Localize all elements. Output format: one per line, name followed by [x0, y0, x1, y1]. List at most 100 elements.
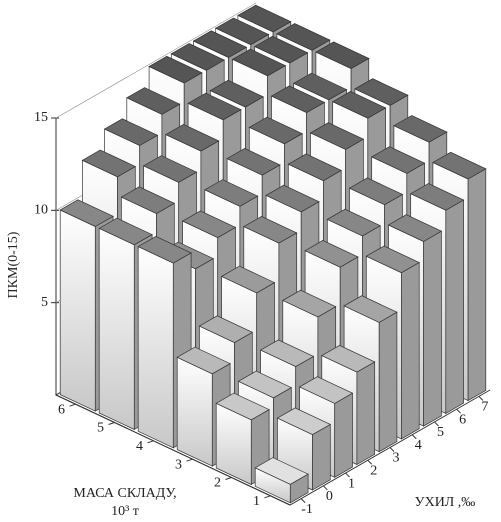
x-tick — [411, 434, 417, 440]
x-tick — [389, 447, 395, 452]
bar-top — [304, 240, 359, 268]
bar-top — [59, 199, 114, 227]
labels: ПКМ(0-15) УХИЛ ,‰ МАСА СКЛАДУ, 10³ т 510… — [6, 110, 491, 519]
bar-top — [365, 245, 420, 274]
x-tick-label: 0 — [326, 489, 333, 504]
bar-top — [343, 295, 398, 323]
x-axis-title: УХИЛ ,‰ — [415, 495, 476, 510]
x-tick — [434, 421, 439, 427]
bar-left-face — [59, 209, 96, 412]
y-tick — [69, 403, 76, 407]
y-tick-label: 1 — [253, 494, 260, 509]
bar-right-face — [378, 311, 398, 453]
z-tick-label: 15 — [34, 110, 48, 125]
bar-right-face — [312, 423, 331, 491]
y-tick-label: 4 — [136, 439, 143, 454]
bar-top — [148, 55, 203, 84]
x-tick — [322, 485, 328, 491]
bar — [254, 457, 309, 504]
y-tick — [186, 458, 193, 462]
x-tick-label: 1 — [348, 476, 355, 491]
bar-top — [231, 48, 287, 77]
x-tick-label: 3 — [393, 451, 400, 466]
x-tick — [300, 498, 306, 503]
y-tick — [108, 422, 115, 425]
bar-top — [315, 41, 370, 69]
bar-top — [276, 23, 331, 51]
bar-top — [181, 210, 237, 238]
bar-top — [142, 155, 198, 183]
bar-top — [276, 407, 332, 435]
x-tick-label: 4 — [415, 438, 422, 453]
bar-right-face — [445, 199, 464, 415]
bar-top — [209, 79, 264, 108]
y-axis-title: МАСА СКЛАДУ, — [73, 486, 176, 501]
bar-top — [187, 92, 242, 121]
bar-top — [237, 370, 293, 399]
x-tick — [345, 472, 350, 478]
bar-top — [237, 4, 292, 33]
bar-top — [331, 91, 387, 119]
bar-top — [192, 30, 248, 58]
bar-top — [409, 183, 465, 211]
bar — [215, 392, 270, 486]
bar-top — [292, 72, 348, 101]
y-tick-label: 3 — [175, 457, 182, 472]
z-tick-label: 5 — [41, 295, 48, 310]
x-tick-label: 6 — [459, 412, 466, 427]
bar-top — [126, 87, 181, 115]
bar-right-face — [401, 261, 420, 440]
z-axis-title: ПКМ(0-15) — [6, 231, 21, 298]
bar-top — [348, 177, 404, 206]
bar-top — [215, 392, 270, 421]
bar-left-face — [176, 356, 213, 467]
bar-right-face — [467, 168, 487, 402]
bar-top — [120, 186, 176, 214]
bar-top — [282, 289, 337, 318]
bar-top — [321, 345, 376, 373]
bar-top — [270, 85, 326, 113]
x-tick-label: 7 — [481, 400, 488, 415]
bar-top — [370, 146, 426, 174]
bar-top — [265, 184, 320, 213]
bar-top — [287, 153, 342, 182]
y-tick-label: 5 — [97, 421, 104, 436]
bar-top — [81, 149, 137, 178]
bar-left-face — [98, 227, 135, 431]
bar-top — [220, 265, 276, 294]
y-tick — [225, 477, 232, 480]
bar-top — [387, 214, 443, 242]
x-tick-label: 2 — [370, 463, 377, 478]
bar-top — [137, 236, 192, 264]
bar-top — [393, 115, 448, 143]
x-tick — [367, 459, 373, 465]
bar-top — [98, 217, 153, 246]
bar-top — [176, 346, 231, 375]
x-tick-label: -1 — [301, 502, 313, 517]
bar-top — [226, 148, 281, 176]
bar-top — [253, 35, 309, 64]
bars — [59, 4, 487, 504]
bar-top — [309, 122, 365, 150]
bar-left-face — [137, 246, 174, 449]
y-tick-label: 2 — [214, 476, 221, 491]
bar-top — [165, 124, 220, 152]
bar-top — [103, 118, 159, 146]
y-tick-label: 6 — [58, 402, 65, 417]
bar-top — [248, 116, 303, 145]
y-tick — [147, 440, 154, 444]
bar-top — [243, 216, 298, 244]
y-axis-title: 10³ т — [111, 504, 139, 519]
grid-line — [55, 2, 257, 119]
bar-right-face — [423, 230, 442, 427]
bar-right-face — [356, 361, 376, 466]
x-tick — [478, 396, 484, 401]
bar-top — [254, 457, 309, 485]
bar-top — [298, 376, 354, 404]
floor-front-edge — [55, 389, 491, 506]
bar-top — [170, 43, 225, 71]
x-tick-label: 5 — [437, 425, 444, 440]
bar-top — [259, 339, 315, 367]
bar-top — [432, 151, 487, 180]
